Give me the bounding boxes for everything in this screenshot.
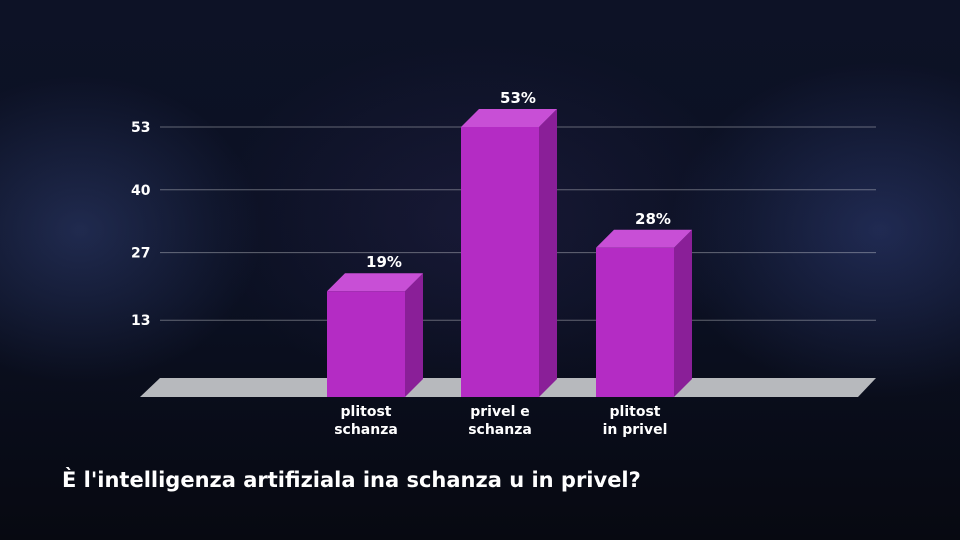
bar-top	[596, 229, 692, 248]
category-label-line: plitost	[341, 404, 392, 420]
bar-side	[674, 229, 692, 397]
bar-front	[327, 291, 405, 397]
category-label-line: plitost	[610, 404, 661, 420]
bar-value-label: 19%	[366, 253, 402, 271]
bar-side	[539, 109, 557, 397]
category-label: plitost schanza	[334, 404, 398, 438]
bar	[596, 229, 692, 397]
bar-value-label: 28%	[635, 210, 671, 228]
y-tick-label: 13	[131, 313, 150, 329]
bar-front	[461, 127, 539, 397]
y-tick-label: 40	[131, 183, 151, 199]
y-tick-label: 27	[131, 246, 150, 262]
chart-question: È l'intelligenza artifiziala ina schanza…	[62, 468, 641, 492]
bar-top	[461, 109, 557, 127]
bar-value-label: 53%	[500, 89, 536, 107]
bar-side	[405, 273, 423, 397]
category-label-line: privel e	[470, 404, 530, 420]
bars: 19% plitost schanza 53% privel e schanza 28% pl…	[327, 89, 692, 438]
y-tick-label: 53	[131, 120, 150, 136]
bar-top	[327, 273, 423, 292]
category-label-line: schanza	[468, 422, 532, 438]
category-label: privel e schanza	[468, 404, 532, 438]
bar	[327, 273, 423, 397]
bar-front	[596, 247, 674, 397]
bar	[461, 109, 557, 397]
category-label: plitost in privel	[603, 404, 668, 438]
category-label-line: schanza	[334, 422, 398, 438]
category-label-line: in privel	[603, 422, 668, 438]
